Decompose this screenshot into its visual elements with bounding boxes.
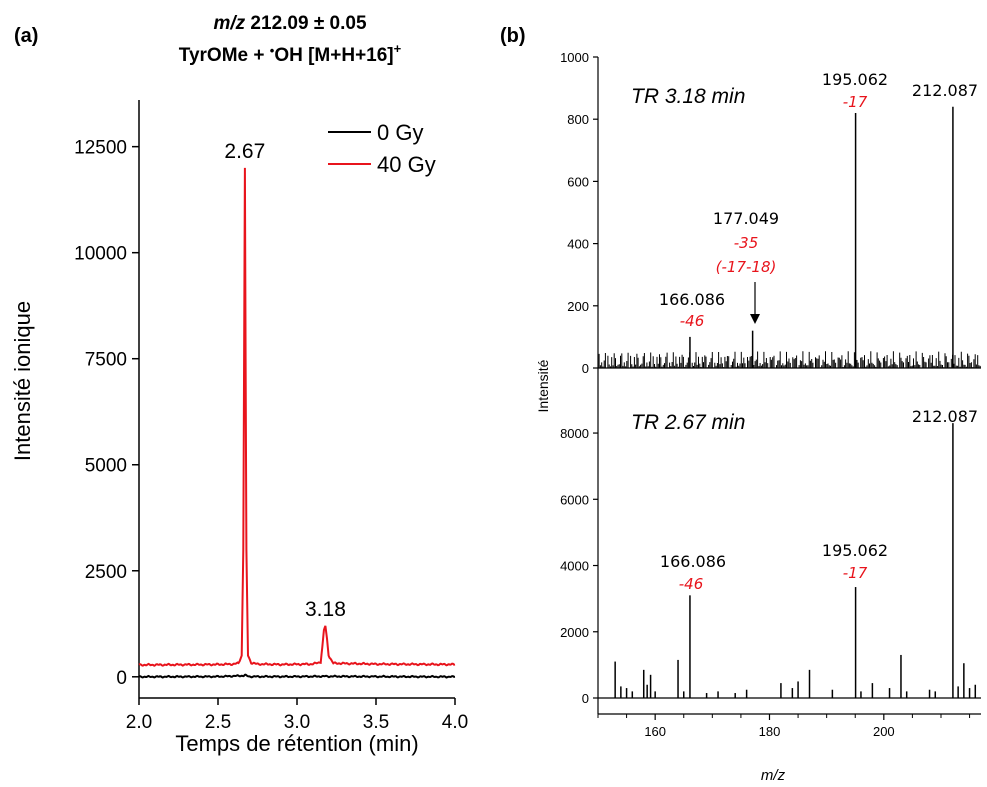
x-tick-label-a: 3.5 — [363, 712, 389, 733]
peak-rt-label: 3.18 — [305, 598, 346, 621]
panel-b-label: (b) — [500, 25, 526, 47]
y-tick-label-bottom: 0 — [582, 691, 589, 706]
x-tick-label-a: 4.0 — [442, 712, 468, 733]
y-tick-label-top: 600 — [567, 174, 589, 189]
traces-a — [138, 167, 456, 679]
peak-loss-195-top: -17 — [843, 93, 868, 111]
spectrum-top — [598, 106, 981, 369]
panel-a-subtitle: TyrOMe + •OH [M+H+16]+ — [179, 41, 402, 66]
panel-a: (a) m/z 212.09 ± 0.05 TyrOMe + •OH [M+H+… — [10, 13, 468, 756]
y-tick-label-top: 800 — [567, 112, 589, 127]
peak-label-177-top: 177.049 — [713, 209, 779, 228]
y-tick-label-a: 10000 — [74, 244, 127, 265]
title-mz: m/z — [213, 13, 245, 34]
y-tick-label-a: 2500 — [85, 562, 127, 583]
panel-b: (b) Intensité m/z 0 200 400 600 800 1000 0 200… — [500, 25, 981, 784]
legend-label-40gy: 40 Gy — [377, 152, 436, 177]
subtitle-sup: + — [394, 41, 402, 56]
y-ticks-bottom: 0 2000 4000 6000 8000 — [560, 426, 598, 706]
noise-top — [598, 351, 981, 368]
legend-a: 0 Gy 40 Gy — [328, 120, 436, 177]
y-tick-label-bottom: 4000 — [560, 559, 589, 574]
radical-dot: • — [270, 43, 275, 58]
y-tick-label-a: 12500 — [74, 138, 127, 159]
spectrum-title-bottom: TR 2.67 min — [631, 411, 745, 434]
trace-0gy — [138, 673, 456, 679]
y-ticks-top: 0 200 400 600 800 1000 — [560, 50, 598, 376]
y-tick-label-a: 5000 — [85, 456, 127, 477]
x-ticks-a: 2.0 2.5 3.0 3.5 4.0 — [126, 698, 468, 733]
peak-loss-195-bottom: -17 — [843, 564, 868, 582]
x-tick-label-b: 160 — [644, 724, 666, 739]
legend-label-0gy: 0 Gy — [377, 120, 423, 145]
y-tick-label-bottom: 6000 — [560, 492, 589, 507]
panel-a-label: (a) — [14, 25, 38, 47]
y-tick-label-top: 200 — [567, 299, 589, 314]
y-ticks-a: 0 2500 5000 7500 10000 12500 — [74, 138, 139, 689]
y-tick-label-a: 0 — [116, 668, 127, 689]
spectrum-title-top: TR 3.18 min — [631, 85, 745, 108]
peak-label-212-bottom: 212.087 — [912, 407, 978, 426]
x-tick-label-a: 3.0 — [284, 712, 310, 733]
peak-annotations-a: 2.67 3.18 — [224, 140, 345, 621]
x-tick-label-a: 2.0 — [126, 712, 152, 733]
x-ticks-b: 160 180 200 — [597, 714, 971, 739]
ylabel-a: Intensité ionique — [10, 301, 35, 461]
subtitle-post: OH [M+H+16] — [274, 45, 393, 66]
spectrum-bottom — [598, 423, 981, 699]
peak-labels-bottom: 166.086 -46 195.062 -17 212.087 — [660, 407, 978, 593]
peak-loss-166-bottom: -46 — [679, 575, 704, 593]
y-tick-label-a: 7500 — [85, 350, 127, 371]
peak-label-212-top: 212.087 — [912, 81, 978, 100]
y-tick-label-bottom: 2000 — [560, 625, 589, 640]
peak-loss-166-top: -46 — [680, 312, 705, 330]
peak-rt-label: 2.67 — [224, 140, 265, 163]
peak-loss-177-detail: (-17-18) — [716, 258, 777, 276]
peak-loss-177-top: -35 — [734, 234, 759, 252]
y-tick-label-bottom: 8000 — [560, 426, 589, 441]
y-tick-label-top: 0 — [582, 361, 589, 376]
ylabel-b: Intensité — [535, 359, 551, 412]
trace-40gy — [138, 167, 456, 667]
peak-label-195-bottom: 195.062 — [822, 541, 888, 560]
peak-label-166-bottom: 166.086 — [660, 552, 726, 571]
panel-a-title: m/z 212.09 ± 0.05 — [213, 13, 366, 34]
xlabel-a: Temps de rétention (min) — [175, 731, 418, 756]
title-rest: 212.09 ± 0.05 — [245, 13, 367, 34]
y-tick-label-top: 400 — [567, 237, 589, 252]
peak-labels-top: 166.086 -46 177.049 -35 (-17-18) 195.062… — [659, 70, 978, 330]
arrow-177-head — [750, 314, 760, 324]
x-tick-label-b: 200 — [873, 724, 895, 739]
y-tick-label-top: 1000 — [560, 50, 589, 65]
peak-label-195-top: 195.062 — [822, 70, 888, 89]
xlabel-b: m/z — [761, 767, 786, 784]
peak-label-166-top: 166.086 — [659, 290, 725, 309]
subtitle-pre: TyrOMe + — [179, 45, 270, 66]
x-tick-label-b: 180 — [759, 724, 781, 739]
x-tick-label-a: 2.5 — [205, 712, 231, 733]
